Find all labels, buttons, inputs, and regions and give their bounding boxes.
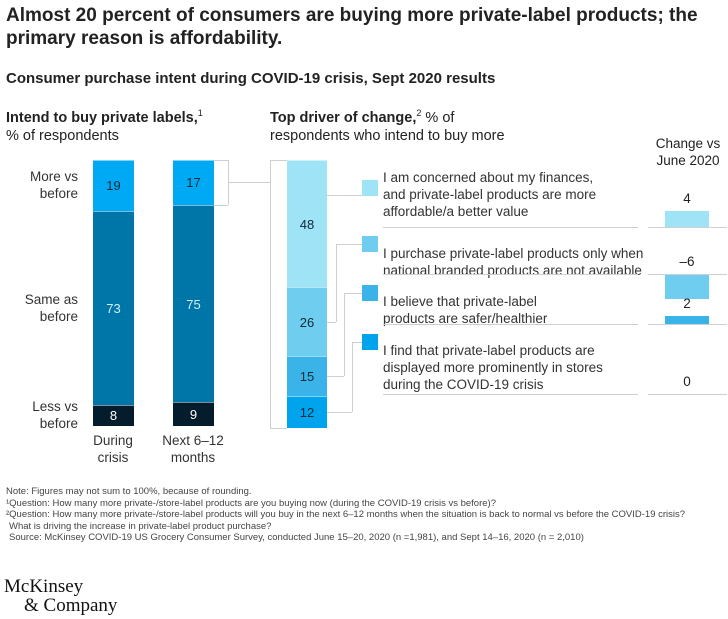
change-value: –6: [679, 254, 695, 269]
legend-label: I am concerned about my finances, and pri…: [383, 169, 645, 220]
right-panel-title-rest: % of: [421, 109, 455, 126]
bar-segment: 73: [93, 210, 134, 405]
logo-line: & Company: [24, 595, 118, 616]
x-tick-label: During crisis: [73, 432, 153, 466]
legend-label-line: affordable/a better value: [383, 204, 529, 219]
bar-segment: 9: [173, 402, 214, 426]
bar-segment: 12: [287, 396, 327, 428]
connector-line: [214, 204, 228, 206]
legend-swatch: [362, 180, 378, 196]
connector-line: [648, 394, 727, 395]
x-tick-label: Next 6–12 months: [153, 432, 233, 466]
series-label-line: More vs: [29, 169, 78, 185]
series-label-line: before: [39, 416, 78, 432]
series-label: More vs before: [6, 168, 78, 202]
connector-line: [327, 195, 362, 196]
x-tick-line: Next 6–12: [162, 433, 224, 448]
connector-line: [648, 324, 727, 325]
connector-line: [383, 394, 638, 395]
connector-line: [336, 244, 337, 322]
connector-line: [214, 160, 228, 161]
change-column-header: Change vs June 2020: [648, 135, 728, 169]
connector-line: [270, 428, 287, 429]
bar-segment: 15: [287, 356, 327, 397]
left-panel-unit: % of respondents: [6, 127, 119, 144]
footnote-2: ²Question: How many more private-/store-…: [6, 509, 686, 520]
series-label: Same as before: [6, 291, 78, 325]
legend-label-line: products are safer/healthier: [383, 311, 548, 326]
footnote-1: ¹Question: How many more private-/store-…: [6, 497, 496, 509]
connector-line: [270, 160, 271, 428]
logo-line: McKinsey: [4, 576, 84, 597]
bar-segment: 17: [173, 160, 214, 205]
series-label-line: Same as: [24, 291, 78, 307]
legend-swatch: [362, 236, 378, 252]
change-bar: [665, 316, 709, 324]
connector-line: [344, 293, 362, 294]
connector-line: [228, 182, 270, 184]
bar-segment: 8: [93, 404, 134, 426]
connector-line: [327, 412, 352, 414]
legend-label: I believe that private-label products are…: [383, 293, 645, 327]
change-bar: [665, 275, 709, 299]
legend-label-line: I believe that private-label: [383, 294, 537, 309]
right-panel-unit: respondents who intend to buy more: [270, 127, 505, 144]
footnote-2-cont: What is driving the increase in private-…: [9, 520, 272, 532]
right-panel-title: Top driver of change,: [270, 109, 417, 126]
x-tick-line: crisis: [97, 450, 129, 465]
connector-line: [336, 244, 362, 245]
legend-label-line: I find that private-label products are: [383, 343, 595, 358]
change-value: 2: [683, 296, 691, 311]
legend-swatch: [362, 285, 378, 301]
change-value: 0: [683, 374, 691, 389]
exhibit-subtitle: Consumer purchase intent during COVID-19…: [6, 70, 496, 87]
series-label-line: before: [39, 308, 78, 324]
connector-line: [648, 227, 727, 228]
footnotes: Note: Figures may not sum to 100%, becau…: [6, 486, 685, 544]
connector-line: [327, 321, 336, 323]
legend-label-line: and private-label products are more: [383, 187, 597, 202]
change-header-line: June 2020: [656, 153, 720, 168]
connector-line: [383, 274, 638, 275]
footnote-marker: 2: [416, 108, 422, 118]
x-tick-line: months: [170, 450, 216, 465]
bar-segment: 19: [93, 160, 134, 211]
connector-line: [270, 160, 287, 161]
bar-segment: 26: [287, 287, 327, 357]
x-tick-line: During: [93, 433, 133, 448]
exhibit-title: Almost 20 percent of consumers are buyin…: [6, 5, 698, 49]
connector-line: [648, 274, 727, 275]
source-text: Source: McKinsey COVID-19 US Grocery Con…: [9, 532, 584, 543]
series-label-line: Less vs: [32, 399, 78, 415]
footnote-marker: 1: [197, 108, 203, 118]
legend-label-line: national branded products are not availa…: [383, 263, 642, 278]
left-panel-header: Intend to buy private labels,1 % of resp…: [6, 104, 203, 145]
bar-segment: 48: [287, 160, 327, 288]
legend-swatch: [362, 334, 378, 350]
right-panel-header: Top driver of change,2 % of respondents …: [270, 104, 505, 145]
change-header-line: Change vs: [655, 136, 721, 151]
mckinsey-logo: McKinsey & Company: [4, 577, 117, 615]
series-label-line: before: [39, 186, 78, 202]
left-panel-title: Intend to buy private labels,: [6, 109, 198, 126]
connector-line: [383, 324, 638, 325]
connector-line: [327, 376, 344, 378]
legend-label-line: displayed more prominently in stores: [383, 360, 603, 375]
legend-label-line: I purchase private-label products only w…: [383, 246, 644, 261]
change-value: 4: [683, 191, 691, 206]
connector-line: [383, 227, 638, 228]
legend-label: I find that private-label products are di…: [383, 342, 645, 393]
change-bar: [665, 211, 709, 227]
connector-line: [352, 342, 353, 413]
bar-segment: 75: [173, 204, 214, 403]
legend-label-line: I am concerned about my finances,: [383, 170, 594, 185]
series-label: Less vs before: [6, 398, 78, 432]
note-text: Note: Figures may not sum to 100%, becau…: [6, 486, 252, 497]
connector-line: [352, 342, 362, 343]
connector-line: [344, 293, 345, 377]
legend-label-line: during the COVID-19 crisis: [383, 377, 544, 392]
